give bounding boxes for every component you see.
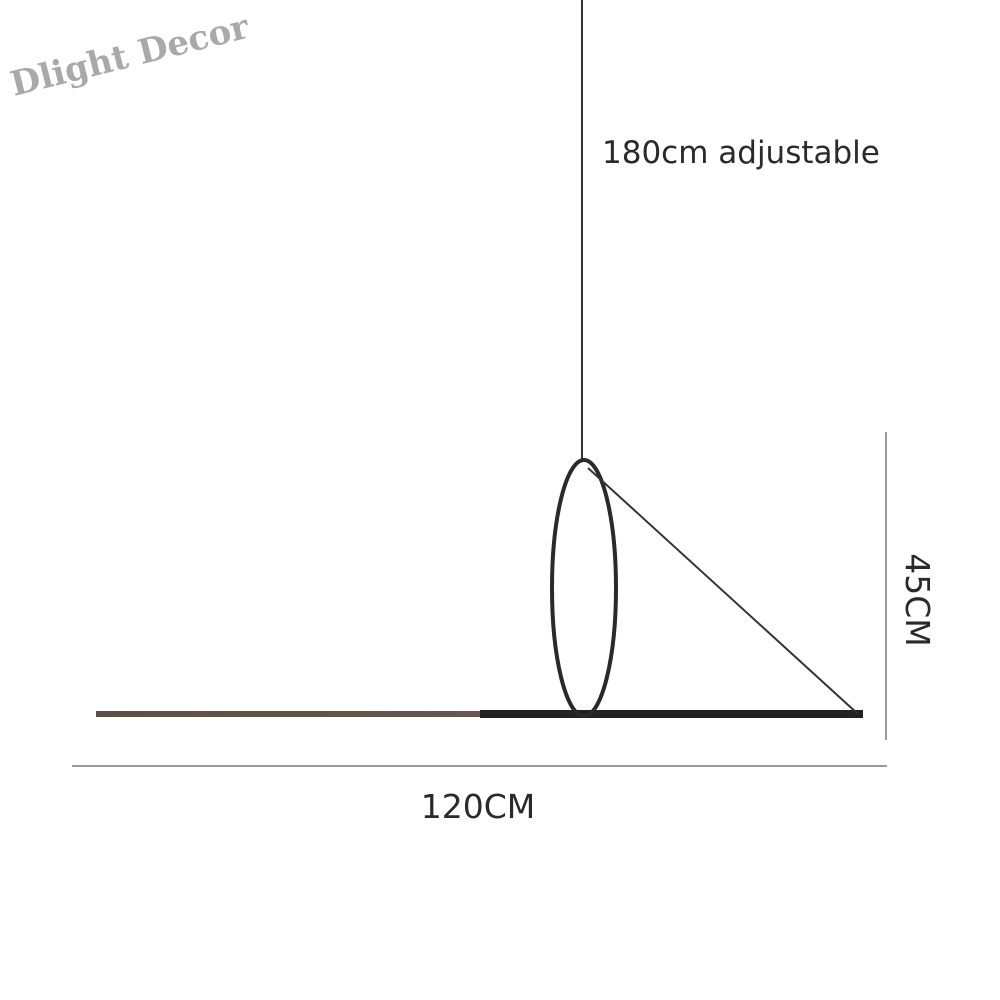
watermark-logo: Dlight Decor xyxy=(7,7,254,105)
ring-light xyxy=(550,458,618,718)
light-bar-left xyxy=(96,711,482,717)
support-wire xyxy=(587,467,859,715)
width-label: 120CM xyxy=(421,787,536,826)
light-bar-right xyxy=(480,710,863,718)
height-label: 45CM xyxy=(898,553,937,647)
cord-length-label: 180cm adjustable xyxy=(602,135,880,171)
